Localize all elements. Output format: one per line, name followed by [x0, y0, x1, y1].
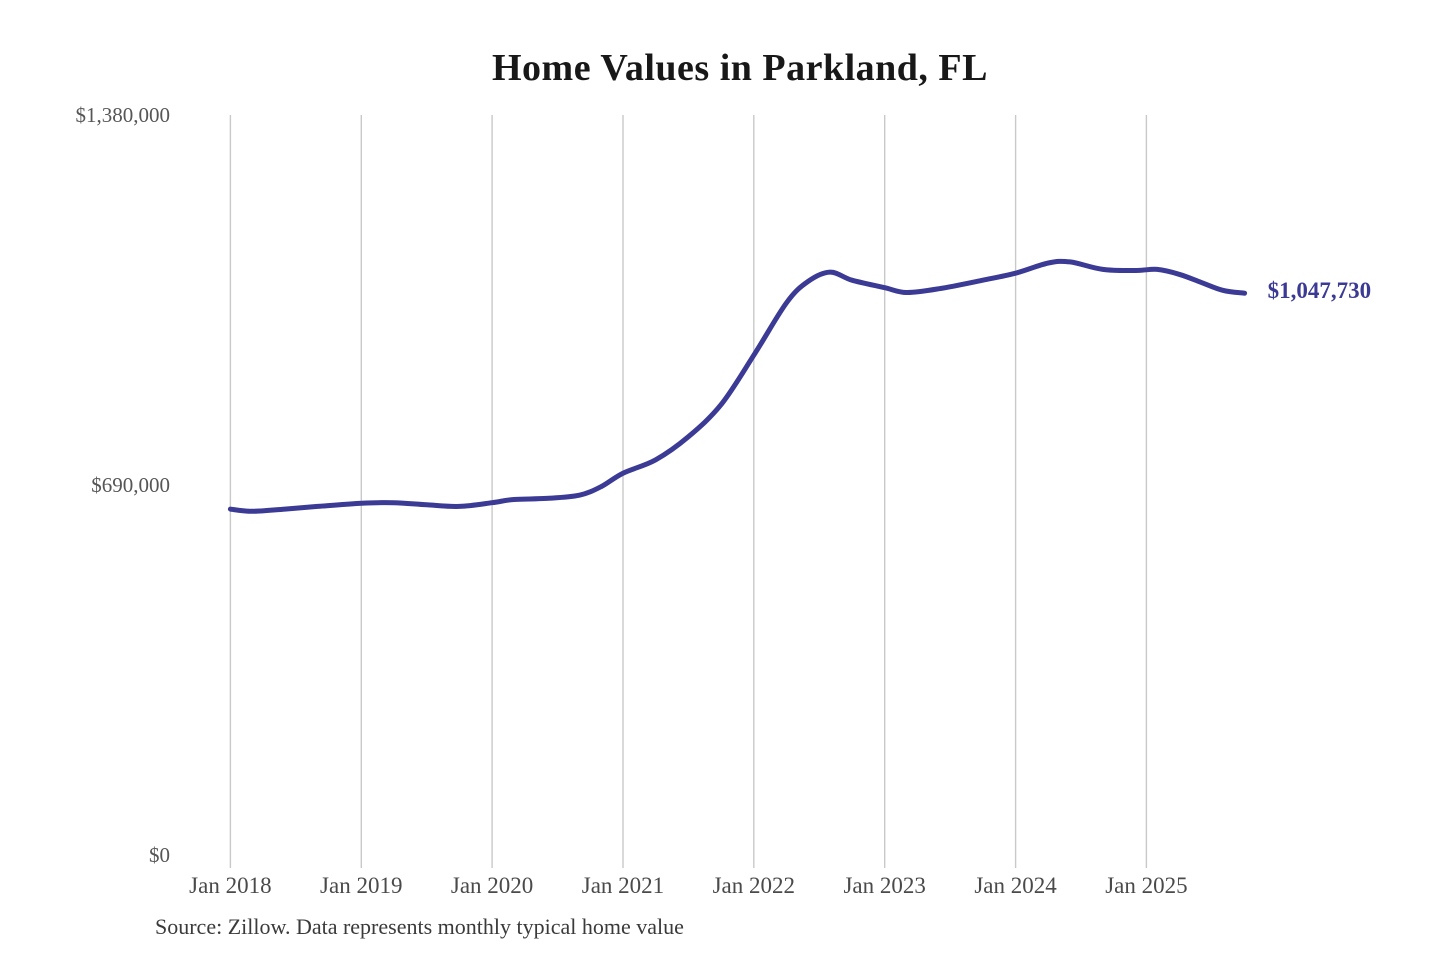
y-tick-label: $0: [149, 843, 170, 867]
y-tick-label: $1,380,000: [75, 103, 171, 127]
x-tick-label: Jan 2022: [712, 873, 796, 898]
x-tick-label: Jan 2020: [450, 873, 534, 898]
x-tick-label: Jan 2018: [189, 873, 272, 898]
x-tick-label: Jan 2023: [843, 873, 926, 898]
gridline-group: [229, 115, 1148, 868]
y-tick-label: $690,000: [91, 473, 170, 497]
x-tick-label: Jan 2024: [974, 873, 1057, 898]
home-value-line-series: [227, 258, 1248, 514]
x-tick-label: Jan 2019: [320, 873, 403, 898]
chart-title: Home Values in Parkland, FL: [492, 47, 988, 89]
x-tick-label: Jan 2021: [581, 873, 665, 898]
source-note: Source: Zillow. Data represents monthly …: [155, 914, 684, 939]
latest-value-label: $1,047,730: [1267, 278, 1372, 304]
x-tick-label: Jan 2025: [1105, 873, 1188, 898]
